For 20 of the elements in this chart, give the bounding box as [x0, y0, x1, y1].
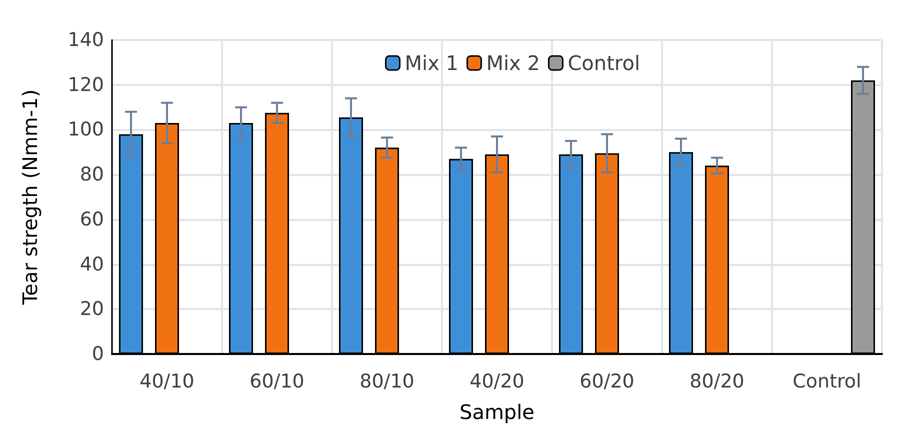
- y-tick-label: 80: [80, 164, 104, 186]
- x-tick-label: 60/10: [250, 370, 304, 392]
- y-tick-label: 100: [68, 118, 104, 141]
- legend-label: Mix 2: [486, 51, 540, 75]
- x-tick-label: 80/10: [360, 370, 414, 392]
- y-tick-label: 60: [80, 208, 104, 230]
- y-tick-label: 120: [68, 74, 104, 96]
- legend-label: Mix 1: [404, 51, 458, 75]
- legend-label: Control: [568, 51, 640, 75]
- y-tick-label: 40: [80, 253, 104, 276]
- y-tick-label: 140: [68, 29, 104, 51]
- x-axis-title: Sample: [460, 400, 534, 424]
- y-tick-label: 0: [92, 343, 104, 365]
- x-tick-label: 80/20: [690, 370, 744, 392]
- x-tick-label: 40/20: [470, 370, 524, 392]
- y-tick-label: 20: [80, 298, 104, 320]
- x-tick-label: Control: [792, 370, 862, 392]
- x-tick-label: 60/20: [580, 370, 634, 392]
- y-axis-title: Tear stregth (Nmm-1): [18, 89, 42, 306]
- x-tick-label: 40/10: [140, 370, 194, 392]
